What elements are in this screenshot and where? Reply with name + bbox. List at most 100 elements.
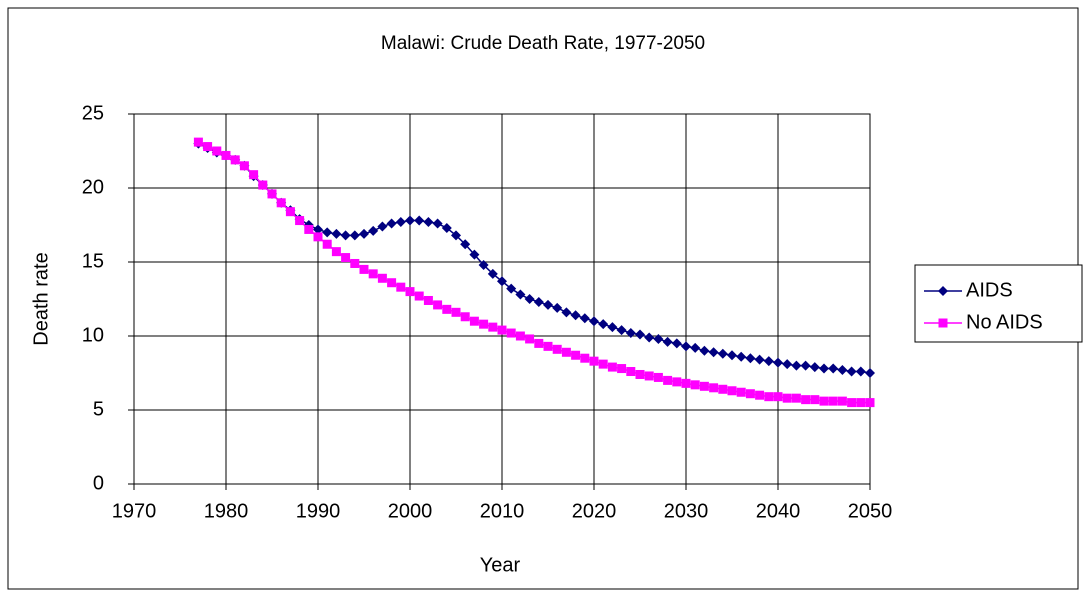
marker	[524, 294, 535, 304]
marker	[791, 393, 801, 403]
marker	[625, 328, 636, 339]
marker	[745, 389, 755, 399]
x-tick-label: 2040	[756, 500, 801, 522]
x-tick-label: 1970	[112, 500, 157, 522]
y-tick-label: 0	[93, 472, 104, 494]
marker	[423, 217, 434, 228]
marker	[212, 146, 222, 156]
marker	[828, 396, 838, 406]
marker	[653, 372, 663, 382]
marker	[386, 218, 397, 229]
marker	[221, 150, 231, 160]
marker	[598, 319, 609, 330]
marker	[405, 215, 415, 226]
chart-frame	[7, 7, 1079, 590]
x-axis-label: Year	[480, 554, 521, 576]
marker	[938, 318, 948, 328]
marker	[395, 217, 406, 228]
marker	[497, 325, 507, 335]
marker	[690, 380, 700, 390]
marker	[276, 198, 286, 208]
y-tick-label: 15	[82, 250, 104, 272]
marker	[249, 170, 259, 180]
x-tick-label: 2020	[572, 500, 617, 522]
marker	[847, 398, 857, 408]
marker	[819, 363, 829, 374]
marker	[469, 316, 479, 326]
marker	[304, 224, 314, 234]
marker	[938, 286, 948, 296]
marker	[699, 381, 709, 391]
marker	[267, 189, 277, 199]
marker	[552, 344, 562, 354]
marker	[359, 264, 369, 274]
marker	[515, 331, 525, 341]
marker	[653, 333, 664, 344]
x-tick-label: 1980	[204, 500, 249, 522]
marker	[525, 334, 535, 344]
marker	[672, 377, 682, 387]
marker	[607, 322, 618, 333]
marker	[865, 368, 875, 378]
marker	[764, 392, 774, 402]
marker	[580, 353, 590, 363]
marker	[773, 392, 783, 402]
marker	[487, 268, 498, 279]
marker	[359, 228, 369, 239]
marker	[460, 239, 471, 250]
chart-title: Malawi: Crude Death Rate, 1977-2050	[381, 33, 705, 54]
marker	[478, 259, 489, 270]
marker	[561, 307, 572, 318]
marker	[763, 356, 774, 367]
marker	[239, 161, 249, 171]
marker	[442, 304, 452, 314]
marker	[800, 360, 811, 371]
marker	[745, 353, 756, 364]
marker	[598, 359, 608, 369]
marker	[414, 215, 425, 226]
marker	[736, 351, 747, 362]
marker	[837, 396, 847, 406]
marker	[441, 222, 452, 233]
marker	[533, 296, 544, 307]
marker	[497, 276, 507, 287]
marker	[313, 224, 323, 235]
marker	[809, 362, 820, 373]
marker	[699, 345, 710, 356]
marker	[717, 348, 728, 359]
marker	[368, 225, 379, 236]
marker	[810, 395, 820, 405]
marker	[727, 350, 737, 361]
marker	[718, 384, 728, 394]
marker	[331, 247, 341, 257]
marker	[690, 342, 701, 353]
marker	[543, 299, 553, 310]
marker	[543, 341, 553, 351]
plot-border	[133, 113, 871, 485]
marker	[644, 371, 654, 381]
marker	[322, 239, 332, 249]
marker	[469, 249, 480, 260]
legend-label: AIDS	[966, 279, 1013, 301]
marker	[662, 336, 673, 347]
marker	[377, 221, 388, 232]
x-tick-label: 1990	[296, 500, 341, 522]
marker	[782, 393, 792, 403]
marker	[433, 300, 443, 310]
marker	[607, 362, 617, 372]
marker	[791, 360, 802, 371]
marker	[451, 307, 461, 317]
y-tick-label: 25	[82, 102, 104, 124]
marker	[773, 357, 783, 368]
marker	[331, 228, 342, 239]
marker	[193, 137, 203, 147]
marker	[552, 302, 563, 313]
marker	[865, 398, 875, 408]
y-tick-label: 20	[82, 176, 104, 198]
marker	[203, 142, 213, 152]
marker	[635, 369, 645, 379]
marker	[368, 269, 378, 279]
marker	[736, 387, 746, 397]
marker	[663, 375, 673, 385]
